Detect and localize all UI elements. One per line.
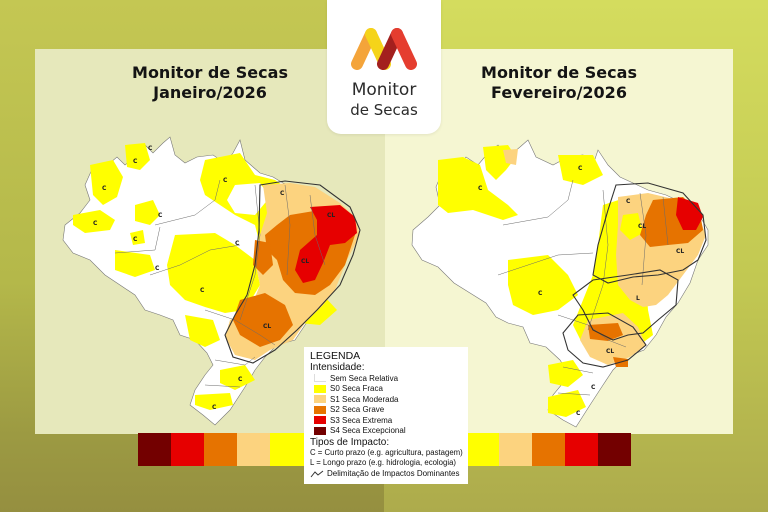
svg-text:C: C — [133, 236, 138, 243]
legend-label: S0 Seca Fraca — [330, 384, 383, 394]
swatch-s1 — [237, 433, 270, 466]
legend-swatch — [314, 374, 326, 383]
legend-swatch — [314, 405, 326, 414]
legend-delimitation-label: Delimitação de Impactos Dominantes — [327, 469, 460, 478]
delimitation-line-icon — [310, 470, 324, 477]
svg-text:CL: CL — [638, 223, 646, 230]
svg-text:C: C — [102, 185, 107, 192]
legend-item-s2: S2 Seca Grave — [310, 405, 468, 416]
svg-text:CL: CL — [301, 258, 309, 265]
svg-text:CL: CL — [676, 248, 684, 255]
svg-text:C: C — [538, 290, 543, 297]
title-line-2: Fevereiro/2026 — [491, 83, 627, 102]
swatch-s0 — [466, 433, 499, 466]
swatch-s2 — [204, 433, 237, 466]
svg-text:C: C — [576, 410, 581, 417]
logo-m-icon — [351, 28, 417, 70]
legend-impact-label: Tipos de Impacto: — [310, 437, 390, 448]
map-legend: LEGENDA Intensidade: Sem Seca Relativa S… — [304, 347, 468, 484]
legend-label: S3 Seca Extrema — [330, 415, 393, 425]
legend-label: S1 Seca Moderada — [330, 394, 399, 404]
legend-label: S4 Seca Excepcional — [330, 426, 406, 436]
swatch-s4 — [598, 433, 631, 466]
swatch-s2 — [532, 433, 565, 466]
legend-item-s0: S0 Seca Fraca — [310, 384, 468, 395]
svg-text:CL: CL — [327, 212, 335, 219]
svg-text:C: C — [223, 177, 228, 184]
legend-intensity-label: Intensidade: — [310, 362, 365, 373]
legend-impact-l: L = Longo prazo (e.g. hidrologia, ecolog… — [310, 458, 457, 467]
legend-swatch — [314, 426, 326, 435]
legend-label: Sem Seca Relativa — [330, 373, 399, 383]
colorbar-right — [466, 433, 631, 466]
legend-swatch — [314, 416, 326, 425]
legend-item-s4: S4 Seca Excepcional — [310, 426, 468, 437]
svg-text:C: C — [238, 376, 243, 383]
panel-title-january: Monitor de Secas Janeiro/2026 — [35, 63, 385, 103]
svg-text:C: C — [626, 198, 631, 205]
legend-swatch — [314, 384, 326, 393]
svg-text:C: C — [93, 220, 98, 227]
legend-item-s3: S3 Seca Extrema — [310, 415, 468, 426]
title-line-1: Monitor de Secas — [132, 63, 288, 82]
legend-title: LEGENDA — [310, 350, 361, 362]
swatch-s3 — [171, 433, 204, 466]
swatch-s4 — [138, 433, 171, 466]
svg-text:C: C — [133, 158, 138, 165]
svg-text:C: C — [235, 240, 240, 247]
brazil-map-january: C C C C C C C C C C C CL CL CL C C — [62, 136, 361, 426]
swatch-s0 — [270, 433, 303, 466]
svg-text:C: C — [155, 265, 160, 272]
swatch-s3 — [565, 433, 598, 466]
legend-delimitation: Delimitação de Impactos Dominantes — [310, 468, 468, 479]
svg-text:C: C — [478, 185, 483, 192]
title-line-1: Monitor de Secas — [481, 63, 637, 82]
swatch-s1 — [499, 433, 532, 466]
legend-impact-c: C = Curto prazo (e.g. agricultura, pasta… — [310, 448, 463, 457]
svg-text:C: C — [591, 384, 596, 391]
legend-item-none: Sem Seca Relativa — [310, 373, 468, 384]
legend-label: S2 Seca Grave — [330, 405, 385, 415]
svg-text:C: C — [212, 404, 217, 411]
svg-text:C: C — [158, 212, 163, 219]
svg-text:C: C — [148, 145, 153, 152]
svg-text:L: L — [636, 295, 640, 302]
logo-text-line-2: de Secas — [350, 101, 418, 119]
svg-text:CL: CL — [263, 323, 271, 330]
svg-text:C: C — [200, 287, 205, 294]
legend-swatch — [314, 395, 326, 404]
monitor-de-secas-logo: Monitor de Secas — [327, 0, 441, 134]
panel-title-february: Monitor de Secas Fevereiro/2026 — [385, 63, 733, 103]
brazil-map-february: C C C CL CL L C CL C C — [411, 139, 709, 428]
logo-text-line-1: Monitor — [351, 80, 417, 100]
legend-item-s1: S1 Seca Moderada — [310, 394, 468, 405]
svg-text:C: C — [578, 165, 583, 172]
title-line-2: Janeiro/2026 — [153, 83, 267, 102]
svg-text:C: C — [280, 190, 285, 197]
svg-text:CL: CL — [606, 348, 614, 355]
